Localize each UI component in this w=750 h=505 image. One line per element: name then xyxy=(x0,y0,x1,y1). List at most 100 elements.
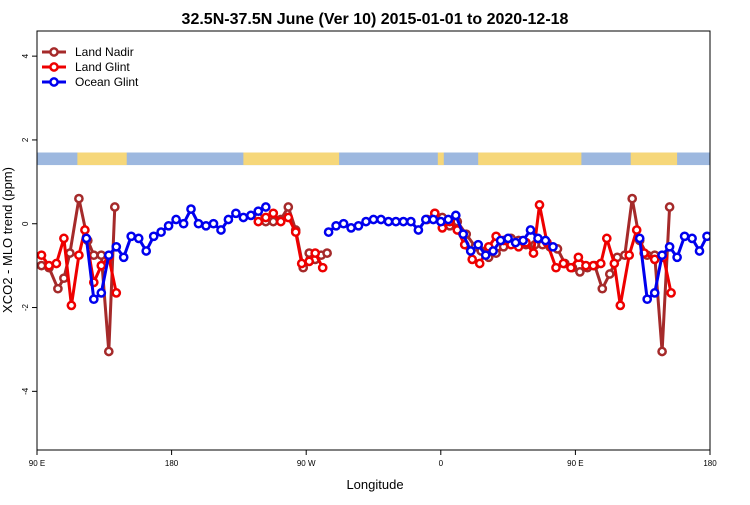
x-tick-label: 0 xyxy=(439,459,444,468)
land-nadir-point xyxy=(322,248,332,258)
ocean-glint-point xyxy=(450,210,461,221)
y-tick-label: 0 xyxy=(21,221,30,226)
ocean-glint-point xyxy=(96,288,107,298)
ocean-glint-point xyxy=(81,233,92,244)
ocean-glint-point xyxy=(186,204,196,214)
ocean-glint-point xyxy=(231,208,241,219)
x-tick-label: 180 xyxy=(165,459,179,468)
legend-marker xyxy=(49,62,59,72)
ocean-glint-point xyxy=(246,210,256,221)
land-nadir-point xyxy=(283,202,294,212)
y-axis-label: XCO2 - MLO trend (ppm) xyxy=(0,167,15,313)
land-nadir-point xyxy=(109,202,120,212)
legend-item-land-glint: Land Glint xyxy=(42,60,130,74)
ocean-glint-point xyxy=(141,246,152,256)
ocean-glint-point xyxy=(664,241,675,252)
land-glint-point xyxy=(253,216,264,227)
ocean-glint-point xyxy=(488,246,498,256)
land-glint-point xyxy=(551,262,561,273)
ocean-glint-point xyxy=(193,218,204,229)
band-ocean xyxy=(37,152,710,166)
land-glint-point xyxy=(581,260,591,271)
land-glint-point xyxy=(474,258,485,269)
land-nadir-point xyxy=(88,250,99,261)
series-land-glint xyxy=(37,200,676,311)
ocean-glint-point xyxy=(687,233,697,244)
land-glint-point xyxy=(96,260,107,271)
ocean-glint-point xyxy=(223,214,234,225)
ocean-glint-point xyxy=(346,223,356,233)
land-glint-point xyxy=(304,256,315,267)
ocean-glint-point xyxy=(413,225,424,235)
land-glint-point xyxy=(624,250,635,261)
land-glint-point xyxy=(260,212,271,223)
y-tick-label: 4 xyxy=(21,53,30,58)
land-glint-point xyxy=(609,258,620,269)
band-land xyxy=(437,152,444,166)
land-glint-point xyxy=(558,258,569,269)
ocean-glint-point xyxy=(353,220,364,231)
land-glint-point xyxy=(80,225,90,235)
ocean-glint-point xyxy=(642,294,653,305)
x-axis-label: Longitude xyxy=(346,477,403,492)
land-glint-point xyxy=(649,254,660,265)
land-nadir-point xyxy=(268,216,279,227)
ocean-glint-point xyxy=(338,218,349,229)
x-tick-label: 90 W xyxy=(297,459,316,468)
ocean-glint-point xyxy=(657,250,667,261)
land-glint-point xyxy=(59,233,69,244)
band-land xyxy=(630,152,678,166)
band-land xyxy=(243,152,340,166)
ocean-glint-point xyxy=(178,218,189,229)
land-glint-point xyxy=(588,260,599,271)
land-glint-point xyxy=(601,233,612,244)
land-nadir-line xyxy=(426,197,672,353)
ocean-glint-point xyxy=(163,220,174,231)
ocean-glint-point xyxy=(443,214,454,225)
ocean-glint-point xyxy=(741,206,748,213)
land-glint-point xyxy=(566,262,576,273)
land-glint-point xyxy=(467,254,478,265)
land-glint-point xyxy=(74,250,84,261)
land-nadir-point xyxy=(627,193,638,204)
land-nadir-point xyxy=(37,260,47,271)
land-nadir-point xyxy=(604,269,615,279)
ocean-glint-point xyxy=(133,233,144,244)
band-land xyxy=(77,152,127,166)
ocean-glint-point xyxy=(103,250,114,261)
y-tick-label: 2 xyxy=(21,137,30,142)
land-nadir-point xyxy=(575,267,585,277)
series-land-nadir xyxy=(37,193,675,357)
series-ocean-glint xyxy=(81,202,748,305)
land-glint-point xyxy=(528,248,539,258)
land-glint-point xyxy=(283,212,294,223)
land-nadir-point xyxy=(96,250,107,261)
ocean-glint-point xyxy=(679,231,690,242)
land-glint-point xyxy=(290,227,301,237)
plot-frame xyxy=(36,30,711,451)
legend-marker xyxy=(49,77,59,87)
ocean-glint-line xyxy=(638,232,710,301)
ocean-glint-point xyxy=(465,246,476,256)
land-nadir-point xyxy=(664,202,675,212)
x-tick-label: 90 E xyxy=(567,459,583,468)
chart-title: 32.5N-37.5N June (Ver 10) 2015-01-01 to … xyxy=(182,11,569,28)
land-glint-point xyxy=(296,258,307,269)
ocean-glint-point xyxy=(118,252,129,263)
ocean-glint-point xyxy=(368,214,379,225)
ocean-glint-point xyxy=(702,231,710,242)
land-ocean-band xyxy=(37,152,710,166)
ocean-glint-point xyxy=(111,241,122,252)
land-glint-point xyxy=(573,252,584,263)
ocean-glint-point xyxy=(238,212,249,223)
land-nadir-point xyxy=(657,346,667,357)
y-tick-label: -2 xyxy=(21,303,30,311)
ocean-glint-point xyxy=(694,246,705,256)
series-layer xyxy=(37,193,748,357)
ocean-glint-point xyxy=(503,233,513,244)
ocean-glint-point xyxy=(525,225,536,235)
ocean-glint-point xyxy=(156,227,166,237)
